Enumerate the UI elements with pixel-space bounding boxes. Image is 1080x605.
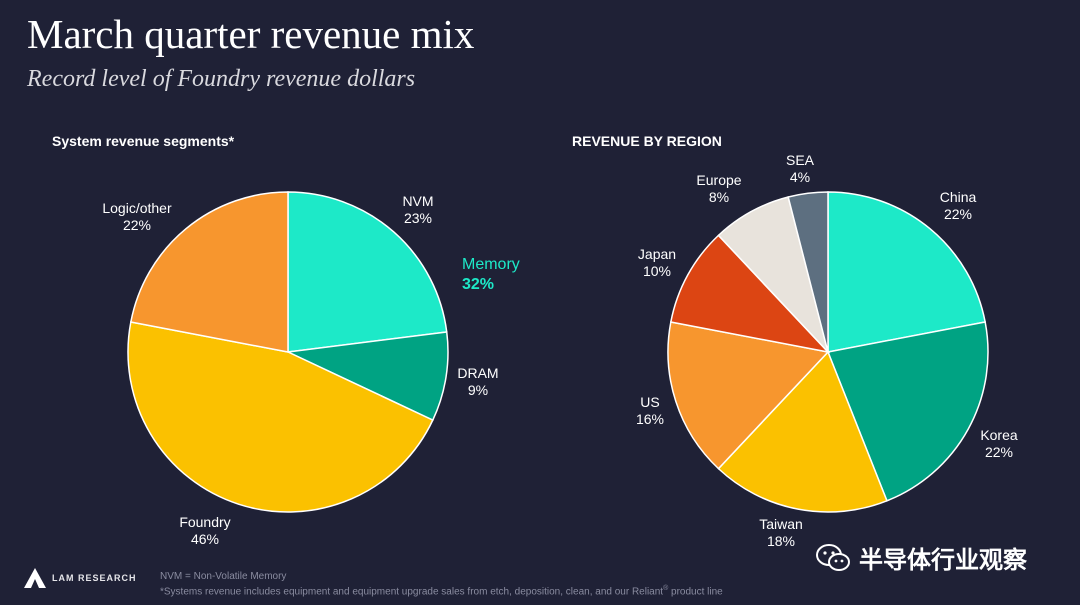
pie0-slice-logic-other xyxy=(129,191,289,353)
pie1-slice-china xyxy=(827,191,987,353)
pie1-value-china: 22% xyxy=(944,206,972,222)
pie1-slice-us xyxy=(667,321,830,470)
pie0-slice-dram xyxy=(285,331,449,422)
pie1-value-taiwan: 18% xyxy=(767,533,795,549)
pie0-value-foundry: 46% xyxy=(191,531,219,547)
pie0-label-logic-other: Logic/other xyxy=(102,200,172,216)
pie1-label-taiwan: Taiwan xyxy=(759,516,803,532)
pie1-value-sea: 4% xyxy=(790,169,810,185)
pie1-slice-sea xyxy=(787,191,829,353)
pie0-value-logic-other: 22% xyxy=(123,217,151,233)
pie1-label-japan: Japan xyxy=(638,246,676,262)
pie1-value-europe: 8% xyxy=(709,189,729,205)
pie1-slice-taiwan xyxy=(717,350,888,513)
footnote-systems-tail: product line xyxy=(668,586,723,598)
watermark: 半导体行业观察 xyxy=(815,540,1027,575)
pie1-value-korea: 22% xyxy=(985,444,1013,460)
pie1-value-japan: 10% xyxy=(643,263,671,279)
pie0-label-foundry: Foundry xyxy=(179,514,230,530)
registered-mark: ® xyxy=(663,585,669,592)
wechat-icon xyxy=(816,543,850,571)
footnote-systems: *Systems revenue includes equipment and … xyxy=(160,585,723,597)
lam-logo: LAM RESEARCH xyxy=(24,568,137,588)
lam-logo-icon xyxy=(24,568,46,588)
pie1-value-us: 16% xyxy=(636,411,664,427)
pie0-label-nvm: NVM xyxy=(402,193,433,209)
pie0-value-dram: 9% xyxy=(468,382,488,398)
right-chart-title: REVENUE BY REGION xyxy=(572,133,722,149)
page-subtitle: Record level of Foundry revenue dollars xyxy=(27,66,416,92)
watermark-text: 半导体行业观察 xyxy=(859,547,1027,574)
page-title: March quarter revenue mix xyxy=(27,11,475,57)
pie0-slice-foundry xyxy=(127,321,434,513)
left-chart-title: System revenue segments* xyxy=(52,133,235,149)
pie0-value-nvm: 23% xyxy=(404,210,432,226)
pie0-slice-nvm xyxy=(287,191,448,353)
pie1-label-us: US xyxy=(640,394,659,410)
footnote-systems-text: *Systems revenue includes equipment and … xyxy=(160,586,664,598)
pie1-label-korea: Korea xyxy=(980,427,1018,443)
memory-annotation-value: 32% xyxy=(462,276,494,293)
pie1-label-sea: SEA xyxy=(786,152,815,168)
pie1-label-europe: Europe xyxy=(696,172,741,188)
pie1-slice-japan xyxy=(669,234,831,354)
pie0-label-dram: DRAM xyxy=(457,365,498,381)
lam-logo-text: LAM RESEARCH xyxy=(52,573,137,583)
memory-annotation-label: Memory xyxy=(462,256,520,273)
pie1-slice-korea xyxy=(826,321,989,502)
footnote-nvm: NVM = Non-Volatile Memory xyxy=(160,571,287,582)
pie1-label-china: China xyxy=(940,189,977,205)
